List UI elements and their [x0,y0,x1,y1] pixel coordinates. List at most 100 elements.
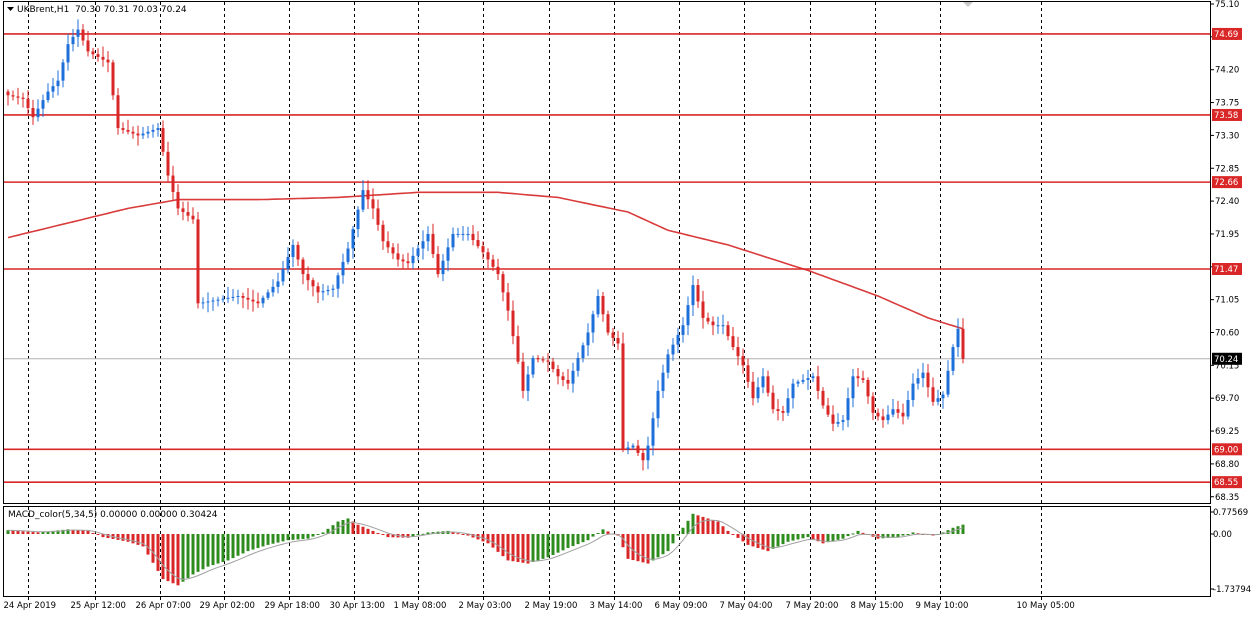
level-price-label: 73.58 [1214,111,1238,121]
macd-bar [236,534,240,556]
macd-bar [106,534,110,539]
candle-body [306,274,310,281]
macd-bar [356,524,360,534]
macd-bar [606,531,610,534]
candle-body [16,96,20,98]
candle-body [486,252,490,260]
macd-bar [636,534,640,562]
candle-body [631,445,635,448]
macd-bar [316,534,320,535]
macd-bar [151,534,155,563]
macd-bar [381,534,385,536]
symbol-dropdown-icon[interactable] [7,7,14,11]
macd-bar [96,534,100,536]
macd-bar [581,534,585,543]
frame-layer [3,1,1211,597]
x-tick-label: 2 May 19:00 [525,601,578,611]
macd-bar [791,534,795,541]
candle-body [546,360,550,362]
macd-bar [521,534,525,563]
candle-body [491,259,495,267]
y-tick-label: 75.10 [1215,0,1239,10]
macd-bar [376,532,380,534]
y-tick-label: 69.70 [1215,394,1239,404]
scroll-marker-icon[interactable] [963,2,973,7]
candle-body [801,379,805,382]
candle-body [291,244,295,258]
macd-bar [46,531,50,534]
y-tick-label: 70.60 [1215,329,1239,339]
candle-body [186,212,190,216]
y-tick-label: 73.30 [1215,131,1239,141]
candle-body [956,328,960,348]
level-price-tag [1212,443,1242,456]
macd-bar [276,534,280,543]
candle-body [656,390,660,419]
macd-bar [656,534,660,558]
macd-bar [596,532,600,534]
candle-body [181,208,185,213]
macd-bar [741,534,745,542]
candle-body [836,421,840,424]
macd-tick-label: 0.77569 [1213,508,1248,518]
macd-bar [86,530,90,534]
candle-body [921,372,925,379]
macd-bar [941,532,945,534]
macd-bar [121,534,125,541]
candle-body [961,328,965,359]
macd-bar [191,534,195,575]
macd-bar [451,532,455,534]
macd-bar [816,534,820,542]
candle-body [751,381,755,399]
candle-body [871,396,875,413]
macd-bar [706,518,710,534]
macd-bar [271,534,275,544]
candle-body [666,354,670,373]
candle-body [521,361,525,391]
candle-body [41,100,45,109]
candle-body [876,412,880,417]
candle-body [476,240,480,247]
macd-bar [566,534,570,548]
candle-body [951,347,955,371]
macd-bar [571,534,575,547]
macd-bar [681,527,685,534]
candle-body [351,229,355,249]
current-price-label: 70.24 [1214,355,1238,365]
macd-bar [256,534,260,548]
candle-body [166,151,170,176]
macd-bar [491,534,495,548]
macd-bar [721,526,725,534]
macd-bar [701,516,705,534]
candle-body [21,97,25,99]
level-price-tag [1212,176,1242,189]
candle-body [36,108,40,118]
y-tick-label: 73.75 [1215,99,1239,109]
candle-body [336,275,340,289]
candle-body [536,358,540,360]
macd-bar [51,530,55,534]
candle-body [271,286,275,293]
candle-body [931,387,935,402]
candle-body [611,332,615,338]
candle-body [811,376,815,379]
candle-body [301,259,305,275]
axis-layer: 75.1074.6574.2073.7573.3072.8572.4071.95… [1210,0,1251,595]
candle-body [286,257,290,270]
macd-tick-label: -1.73794 [1213,585,1251,595]
x-tick-label: 30 Apr 13:00 [330,601,385,611]
x-tick-label: 24 Apr 2019 [4,601,57,611]
macd-bar [131,534,135,544]
candle-body [331,288,335,290]
candle-body [316,286,320,293]
macd-bar [176,534,180,586]
candle-body [731,336,735,348]
candle-body [221,298,225,300]
macd-bar [881,534,885,539]
macd-bar [206,534,210,567]
candle-body [516,336,520,362]
candle-body [561,376,565,380]
macd-bar [811,534,815,540]
macd-bar [31,532,35,534]
macd-bar [266,534,270,545]
